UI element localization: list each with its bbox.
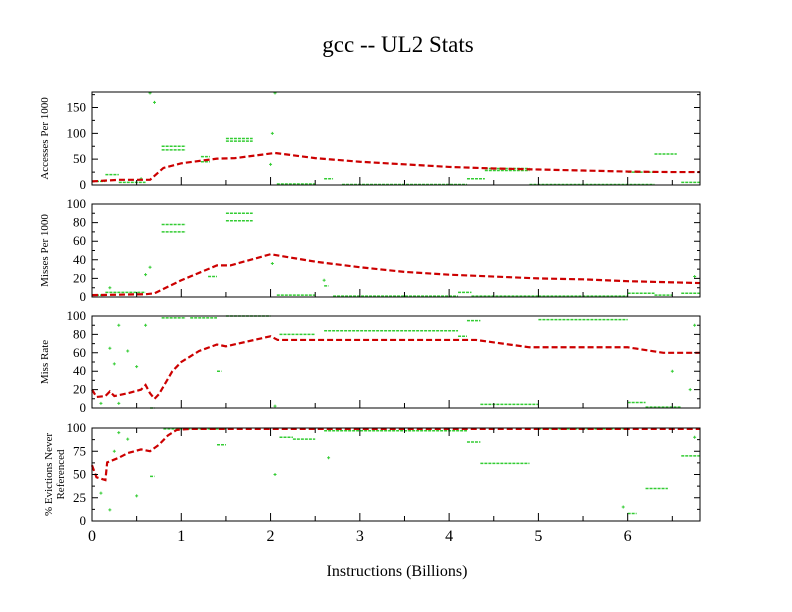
sample-point [135,494,139,498]
sample-point [270,262,274,266]
plot-frame [91,203,701,298]
x-tick-label: 6 [624,528,632,545]
y-tick-label: 0 [80,177,87,192]
sample-point [327,456,331,460]
x-tick-label: 2 [267,528,275,545]
sample-point [144,323,148,327]
panel-2: 0 20 40 60 80 100 Misses Per 1000 [39,196,701,304]
sample-point [108,508,112,512]
sample-point [269,162,273,166]
y-axis-label: Misses Per 1000 [39,214,51,287]
sample-point [126,437,130,441]
y-tick-label: 100 [67,125,87,140]
y-tick-label: 0 [80,289,87,304]
y-axis-label-line: % Evictions Never [43,433,55,516]
panel-1: 0 50 100 150 Accesses Per 1000 [39,91,701,192]
sample-point [108,286,112,290]
y-tick-label: 100 [67,308,87,323]
sample-point [108,346,112,350]
x-tick-label: 5 [534,528,542,545]
sample-point [112,449,116,453]
y-tick-label: 40 [73,252,86,267]
plot-frame [91,91,701,186]
y-axis-label: Accesses Per 1000 [39,97,51,180]
panel-3: 0 20 40 60 80 100 Miss Rate [39,308,701,415]
average-line [91,253,701,297]
average-line [91,335,700,401]
sample-point [117,323,121,327]
sample-point [126,349,130,353]
sample-point [670,369,674,373]
x-tick-label: 4 [445,528,453,545]
sample-point [273,404,277,408]
y-tick-label: 20 [73,270,86,285]
sample-point [688,388,692,392]
y-tick-label: 100 [67,196,87,211]
y-tick-label: 50 [73,151,86,166]
sample-point [621,505,625,509]
sample-point [99,401,103,405]
y-tick-label: 60 [73,233,86,248]
y-tick-label: 75 [73,443,86,458]
y-axis-label-line: Misses Per 1000 [39,214,51,287]
sample-point [273,473,277,476]
y-tick-label: 0 [80,400,87,415]
plot-frame [91,427,701,522]
y-tick-label: 50 [73,467,86,482]
sample-point [135,365,139,369]
x-tick-label: 3 [356,528,364,545]
average-line [90,427,700,482]
y-tick-label: 100 [67,420,87,435]
y-axis-label-line: Miss Rate [39,340,51,384]
y-tick-label: 60 [73,345,86,360]
y-axis-label: Miss Rate [39,340,51,384]
sample-point [693,435,697,439]
sample-point [148,265,152,269]
y-tick-label: 80 [73,326,86,341]
y-tick-label: 25 [73,490,86,505]
sample-point [99,491,103,495]
sample-point [112,362,116,366]
x-tick-label: 1 [177,528,185,545]
y-tick-label: 0 [80,513,87,528]
sample-point [693,275,697,279]
chart-title: gcc -- UL2 Stats [322,32,473,57]
y-tick-label: 20 [73,382,86,397]
sample-point [144,273,148,277]
y-axis-label-line: Referenced [55,449,67,500]
average-line [91,151,700,183]
y-tick-label: 150 [67,100,87,115]
y-axis-label: % Evictions NeverReferenced [43,433,67,516]
y-axis-label-line: Accesses Per 1000 [39,97,51,180]
y-tick-label: 40 [73,363,86,378]
sample-point [152,100,156,104]
x-axis-label: Instructions (Billions) [327,563,468,580]
sample-point [117,431,121,435]
x-tick-label: 0 [88,528,96,545]
sample-point [693,323,697,327]
y-tick-label: 80 [73,215,86,230]
sample-point [270,131,274,135]
sample-point [117,401,121,405]
sample-point [322,278,326,282]
